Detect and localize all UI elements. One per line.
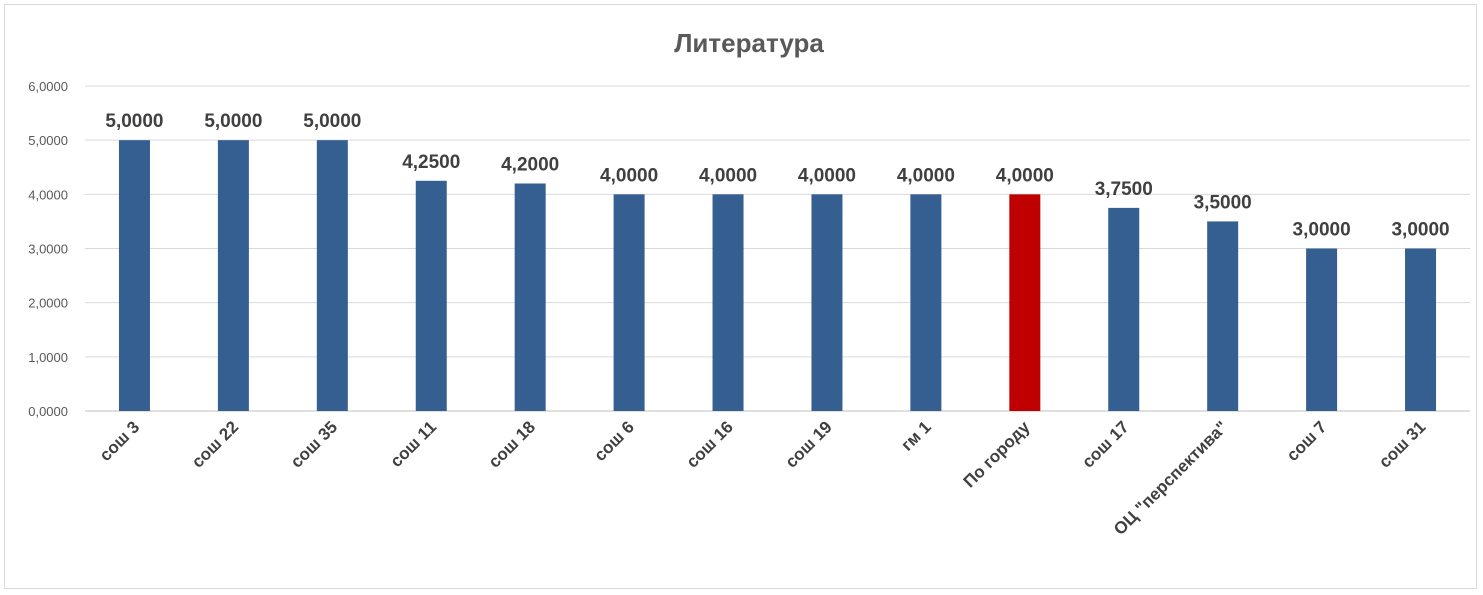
y-tick-label: 6,0000 [28, 79, 68, 94]
bar [1009, 194, 1041, 411]
data-label: 4,0000 [897, 165, 955, 186]
data-label: 4,2000 [501, 155, 559, 176]
data-label: 4,0000 [699, 165, 757, 186]
bar [316, 140, 348, 411]
data-label: 3,0000 [1391, 220, 1449, 241]
y-tick-label: 5,0000 [28, 133, 68, 148]
data-label: 3,0000 [1293, 220, 1351, 241]
x-axis-ticks: сош 3 сош 22 сош 35 сош 11 сош 18 сош 6 сош 16… [96, 417, 1430, 539]
bar [613, 194, 645, 411]
x-tick-label: сош 16 [683, 417, 737, 471]
bar [910, 194, 942, 411]
data-label: 4,2500 [402, 152, 460, 173]
x-tick-label: сош 11 [387, 417, 441, 471]
x-tick-label: сош 7 [1283, 417, 1331, 465]
x-tick-label: сош 31 [1375, 417, 1429, 471]
data-label: 5,0000 [204, 111, 262, 132]
data-labels: 5,0000 5,0000 5,0000 4,2500 4,2000 4,0000 4,00… [105, 111, 1449, 240]
data-label: 4,0000 [798, 165, 856, 186]
bar [118, 140, 150, 411]
chart-title: Литература [674, 28, 824, 58]
x-tick-label: сош 3 [96, 417, 144, 465]
bars [118, 140, 1437, 411]
bar [811, 194, 843, 411]
bar [712, 194, 744, 411]
bar [1306, 248, 1338, 411]
gridlines [85, 85, 1470, 412]
y-tick-label: 2,0000 [28, 296, 68, 311]
bar [514, 183, 546, 411]
x-tick-label: ОЦ "перспектива" [1110, 417, 1231, 538]
x-tick-label: сош 35 [287, 417, 341, 471]
data-label: 3,7500 [1095, 179, 1153, 200]
x-tick-label: сош 17 [1078, 417, 1132, 471]
data-label: 5,0000 [105, 111, 163, 132]
bar [1405, 248, 1437, 411]
bar [415, 180, 447, 411]
y-tick-label: 4,0000 [28, 187, 68, 202]
x-tick-label: гм 1 [897, 417, 934, 454]
x-tick-label: сош 18 [485, 417, 539, 471]
data-label: 4,0000 [600, 165, 658, 186]
x-tick-label: По городу [960, 417, 1034, 491]
bar [217, 140, 249, 411]
y-axis-ticks: 0,0000 1,0000 2,0000 3,0000 4,0000 5,0000 6,00… [28, 79, 68, 419]
y-tick-label: 1,0000 [28, 350, 68, 365]
data-label: 3,5000 [1194, 192, 1252, 213]
data-label: 5,0000 [303, 111, 361, 132]
bar [1108, 207, 1140, 411]
y-tick-label: 3,0000 [28, 242, 68, 257]
x-tick-label: сош 6 [590, 417, 638, 465]
y-tick-label: 0,0000 [28, 404, 68, 419]
bar [1207, 221, 1239, 411]
x-tick-label: сош 19 [782, 417, 836, 471]
x-tick-label: сош 22 [188, 417, 242, 471]
data-label: 4,0000 [996, 165, 1054, 186]
